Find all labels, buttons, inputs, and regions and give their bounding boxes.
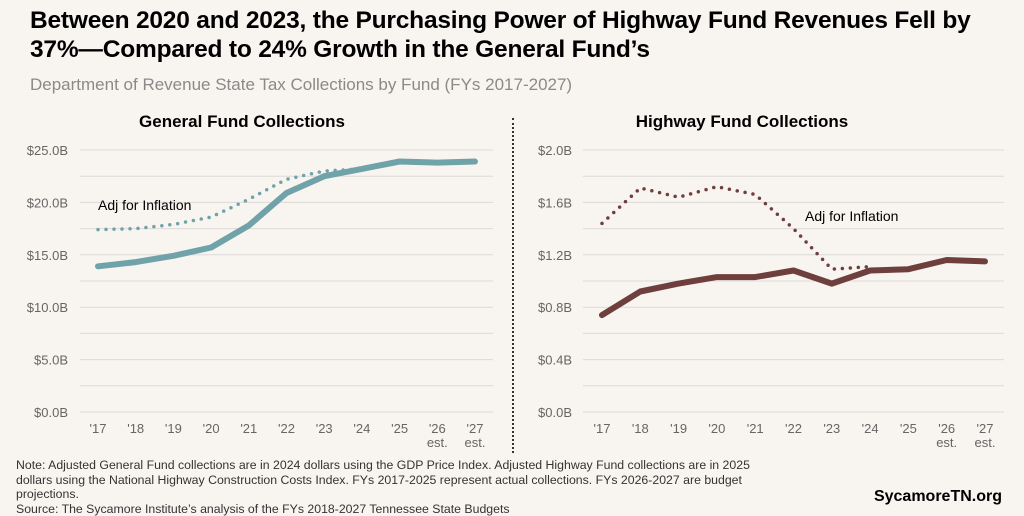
series-line-adjusted — [602, 187, 870, 270]
x-tick-label: '25 — [391, 421, 408, 436]
y-tick-label: $10.0B — [27, 300, 68, 315]
y-tick-label: $25.0B — [27, 143, 68, 158]
y-tick-label: $1.6B — [538, 195, 572, 210]
x-tick-label: '25 — [900, 421, 917, 436]
x-tick-label: '20 — [708, 421, 725, 436]
source-text: Source: The Sycamore Institute’s analysi… — [16, 502, 776, 516]
x-tick-label: '24 — [862, 421, 879, 436]
x-tick-label: '18 — [127, 421, 144, 436]
x-tick-label: '21 — [240, 421, 257, 436]
x-tick-label: '17 — [594, 421, 611, 436]
inflation-annotation: Adj for Inflation — [805, 208, 898, 224]
logo: SycamoreTN.org — [874, 488, 1002, 506]
y-tick-label: $15.0B — [27, 248, 68, 263]
series-line-nominal — [98, 162, 475, 267]
x-tick-label: '21 — [747, 421, 764, 436]
chart-panel-1: $0.0B $0.4B $0.8B $1.2B $1.6B $2.0B '17 '18 '19 '… — [538, 143, 1004, 450]
x-tick-label: '19 — [670, 421, 687, 436]
y-tick-label: $0.0B — [34, 405, 68, 420]
x-tick-label: '23 — [823, 421, 840, 436]
x-tick-label: '17 — [90, 421, 107, 436]
y-tick-label: $0.8B — [538, 300, 572, 315]
y-tick-label: $0.4B — [538, 353, 572, 368]
y-tick-label: $5.0B — [34, 353, 68, 368]
y-tick-label: $20.0B — [27, 195, 68, 210]
y-tick-label: $2.0B — [538, 143, 572, 158]
y-tick-label: $0.0B — [538, 405, 572, 420]
chart-panel-0: $0.0B $5.0B $10.0B $15.0B $20.0B $25.0B '17 '18… — [27, 143, 493, 450]
x-tick-label: '22 — [785, 421, 802, 436]
note-text: Note: Adjusted General Fund collections … — [16, 458, 776, 502]
x-tick-label: '18 — [632, 421, 649, 436]
y-tick-label: $1.2B — [538, 248, 572, 263]
footnote: Note: Adjusted General Fund collections … — [16, 458, 776, 516]
x-tick-label: '24 — [353, 421, 370, 436]
x-tick-label: '22 — [278, 421, 295, 436]
x-tick-label: '19 — [165, 421, 182, 436]
x-tick-label: '20 — [203, 421, 220, 436]
x-tick-label: '23 — [316, 421, 333, 436]
inflation-annotation: Adj for Inflation — [98, 197, 191, 213]
